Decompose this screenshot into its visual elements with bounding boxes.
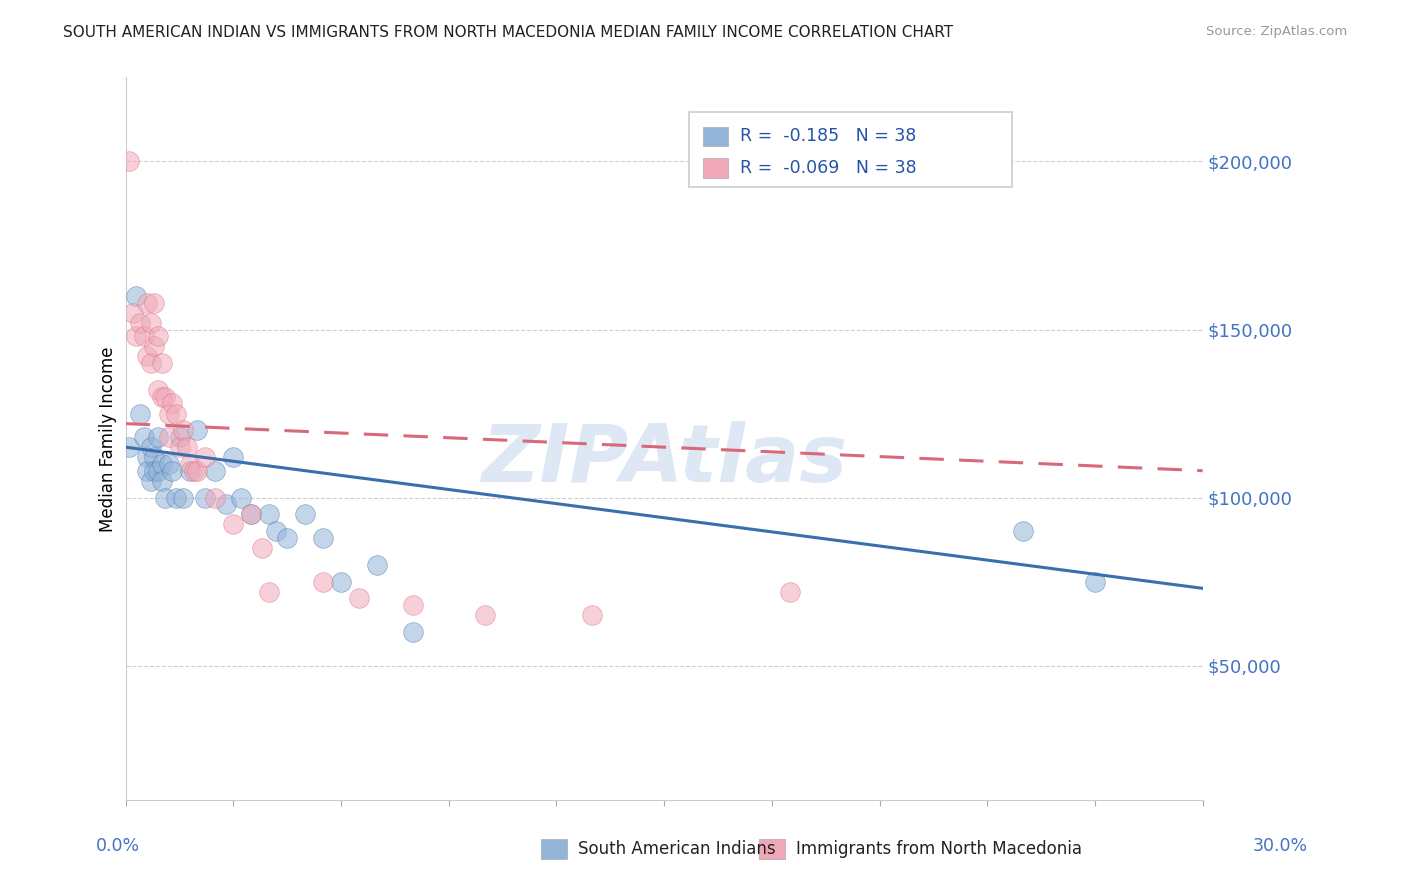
Point (129, 316, 152, 330)
Point (118, 154, 141, 169)
Point (146, 329, 169, 343)
Point (150, 457, 173, 471)
Point (143, 339, 166, 353)
Point (312, 531, 335, 545)
Point (125, 289, 148, 303)
Y-axis label: Median Family Income: Median Family Income (100, 346, 117, 532)
Text: R =  -0.185   N = 38: R = -0.185 N = 38 (740, 128, 915, 145)
Point (266, 524, 288, 539)
Point (172, 423, 194, 437)
Point (157, 430, 180, 444)
Point (250, 541, 273, 555)
Point (204, 491, 226, 505)
Point (259, 508, 281, 522)
Point (165, 491, 187, 505)
Text: SOUTH AMERICAN INDIAN VS IMMIGRANTS FROM NORTH MACEDONIA MEDIAN FAMILY INCOME CO: SOUTH AMERICAN INDIAN VS IMMIGRANTS FROM… (63, 25, 953, 40)
Point (157, 407, 180, 421)
Point (162, 464, 184, 478)
Point (194, 450, 217, 465)
Point (222, 517, 245, 532)
Point (143, 295, 166, 310)
Point (186, 464, 208, 478)
Point (136, 295, 159, 310)
Point (132, 430, 155, 444)
Point (136, 464, 159, 478)
Point (143, 450, 166, 465)
Point (1012, 524, 1035, 539)
Point (194, 491, 217, 505)
Point (581, 608, 603, 623)
Point (474, 608, 496, 623)
Point (143, 464, 166, 478)
Point (122, 306, 145, 320)
Text: 0.0%: 0.0% (96, 837, 139, 855)
Point (222, 450, 245, 465)
Point (146, 430, 169, 444)
Point (150, 390, 173, 404)
Point (276, 531, 298, 545)
Point (146, 464, 169, 478)
Text: Source: ZipAtlas.com: Source: ZipAtlas.com (1206, 25, 1347, 38)
Point (139, 356, 162, 370)
Point (240, 508, 263, 522)
Point (132, 329, 155, 343)
Point (153, 491, 176, 505)
Point (215, 497, 238, 511)
Point (129, 407, 152, 421)
Point (150, 474, 173, 488)
Point (162, 396, 184, 410)
Point (183, 464, 205, 478)
Point (1084, 574, 1107, 589)
Point (176, 440, 198, 454)
Point (779, 584, 801, 599)
Point (229, 491, 252, 505)
Point (366, 558, 388, 572)
Point (139, 440, 162, 454)
Text: South American Indians: South American Indians (578, 840, 776, 858)
Point (179, 464, 201, 478)
Point (259, 584, 281, 599)
Point (204, 464, 226, 478)
Point (136, 350, 159, 364)
Point (179, 457, 201, 471)
Point (146, 383, 169, 397)
Point (125, 329, 148, 343)
Point (139, 474, 162, 488)
Point (172, 491, 194, 505)
Text: ZIPAtlas: ZIPAtlas (481, 421, 848, 500)
Point (165, 407, 187, 421)
Point (169, 430, 191, 444)
Point (402, 625, 425, 640)
Point (169, 440, 191, 454)
Point (347, 591, 370, 606)
Point (330, 574, 353, 589)
Text: R =  -0.069   N = 38: R = -0.069 N = 38 (740, 159, 917, 177)
Point (294, 508, 316, 522)
Point (150, 356, 173, 370)
Point (157, 457, 180, 471)
Point (153, 390, 176, 404)
Point (312, 574, 335, 589)
Point (186, 423, 208, 437)
Point (136, 450, 159, 465)
Point (118, 440, 141, 454)
Point (240, 508, 263, 522)
Text: 30.0%: 30.0% (1253, 837, 1308, 855)
Point (402, 598, 425, 612)
Point (139, 316, 162, 330)
Text: Immigrants from North Macedonia: Immigrants from North Macedonia (796, 840, 1081, 858)
